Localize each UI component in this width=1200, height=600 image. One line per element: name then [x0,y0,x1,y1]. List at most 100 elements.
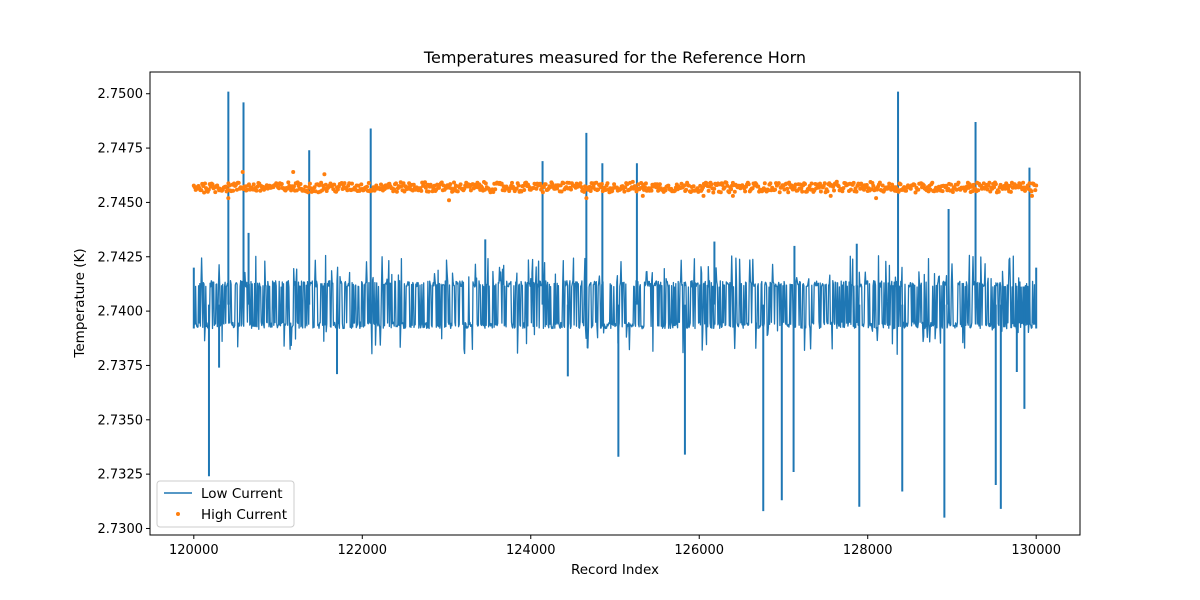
y-axis-label: Temperature (K) [72,248,88,358]
high-current-point [569,187,573,192]
high-current-point [608,186,613,191]
high-current-point [623,185,628,190]
high-current-point [709,182,714,187]
high-current-point [323,182,328,187]
high-current-outlier [874,196,879,201]
high-current-point [534,186,539,191]
high-current-point [916,187,921,192]
y-tick-label: 2.7300 [98,522,144,537]
high-current-point [419,188,424,193]
high-current-point [822,181,827,186]
high-current-outlier [240,170,245,174]
high-current-point [718,190,723,195]
x-tick-label: 128000 [843,543,893,558]
high-current-point [578,181,583,186]
high-current-point [657,182,662,187]
y-tick-label: 2.7375 [98,359,144,374]
high-current-point [908,186,913,191]
high-current-point [236,180,241,185]
high-current-point [684,187,689,192]
high-current-point [540,190,545,195]
high-current-point [1008,189,1013,194]
high-current-point [411,182,416,187]
high-current-point [203,181,207,186]
high-current-point [832,188,836,193]
high-current-point [956,180,961,185]
high-current-point [426,189,431,194]
high-current-point [985,187,990,192]
high-current-outlier [291,170,296,174]
high-current-point [594,180,599,185]
y-tick-label: 2.7500 [98,87,144,102]
high-current-point [851,180,856,185]
y-tick-label: 2.7400 [98,305,144,320]
high-current-point [510,180,514,185]
high-current-point [663,188,668,193]
high-current-point [756,184,761,189]
high-current-point [825,189,830,194]
high-current-point [394,189,399,194]
high-current-outlier [584,196,589,201]
high-current-point [342,181,347,186]
high-current-point [455,189,460,194]
high-current-point [462,186,467,191]
high-current-point [332,182,337,187]
high-current-point [993,182,998,187]
high-current-point [538,181,543,186]
high-current-point [392,187,397,192]
high-current-point [292,184,296,189]
high-current-point [350,181,354,186]
high-current-point [559,189,564,194]
high-current-point [921,183,926,188]
high-current-point [904,188,909,193]
high-current-point [1008,183,1012,188]
high-current-point [877,180,882,185]
high-current-point [864,183,869,187]
high-current-point [840,189,845,194]
high-current-point [818,181,822,186]
high-current-point [366,181,371,185]
high-current-point [902,185,907,190]
high-current-point [732,189,737,194]
high-current-point [976,188,981,193]
high-current-point [643,185,647,190]
high-current-point [312,185,317,190]
high-current-point [588,189,593,193]
x-axis-ticks: 120000 122000 124000 126000 128000 130000 [169,535,1061,558]
high-current-point [992,185,997,190]
x-tick-label: 124000 [506,543,556,558]
y-tick-label: 2.7450 [98,196,144,211]
high-current-point [379,182,383,187]
high-current-point [762,181,767,186]
high-current-point [303,184,308,189]
high-current-point [365,184,369,189]
high-current-point [987,180,992,185]
high-current-point [880,183,885,188]
high-current-point [800,189,805,194]
high-current-point [656,188,661,193]
high-current-point [399,184,404,189]
high-current-outlier [828,193,833,198]
high-current-point [785,186,790,191]
high-current-point [898,182,903,187]
x-tick-label: 122000 [337,543,387,558]
high-current-point [452,180,456,185]
high-current-point [970,189,975,194]
high-current-point [777,190,782,195]
y-tick-label: 2.7325 [98,468,144,483]
high-current-point [776,181,781,186]
high-current-outlier [226,196,231,201]
y-tick-label: 2.7350 [98,413,144,428]
high-current-point [561,181,566,186]
high-current-point [834,179,839,184]
high-current-point [912,182,917,187]
high-current-point [319,180,324,185]
high-current-point [394,181,398,186]
high-current-point [1029,189,1034,194]
high-current-point [841,186,846,191]
high-current-point [720,183,725,187]
high-current-point [298,182,303,186]
high-current-point [231,188,236,193]
high-current-outlier [701,193,706,198]
high-current-point [630,179,635,184]
